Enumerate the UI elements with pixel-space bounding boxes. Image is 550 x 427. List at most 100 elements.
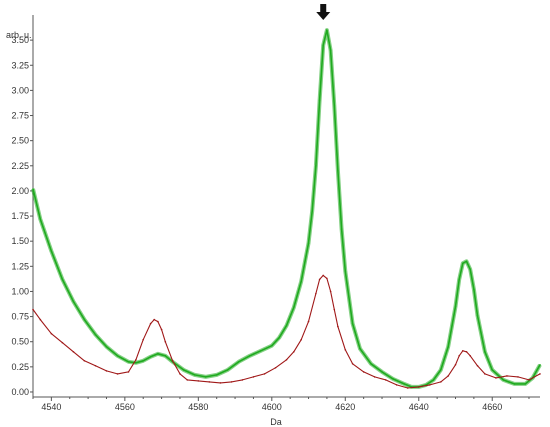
y-tick-label: 2.25 [11,161,29,171]
data-point [230,381,233,383]
data-point [149,322,152,325]
data-point [539,373,541,375]
data-point [351,322,354,325]
data-point [219,382,222,384]
x-tick-label: 4580 [188,402,208,412]
x-tick-label: 4620 [335,402,355,412]
data-point [300,338,303,341]
data-point [484,351,486,353]
data-point [157,353,159,355]
data-point [32,308,34,311]
data-point [164,340,167,343]
data-point [454,364,457,366]
y-axis: 0.00 0.25 0.50 0.75 1.00 1.25 1.50 1.75 2.00 2.25… [11,15,34,397]
x-tick-label: 4540 [41,402,61,412]
data-point [462,350,464,352]
data-point [307,320,310,323]
data-point [32,188,34,190]
data-point [447,375,450,377]
data-point [39,318,42,321]
data-point [116,355,119,357]
data-point [315,292,317,295]
data-point [142,360,144,362]
data-point [204,376,207,378]
data-point [373,376,376,378]
data-point [300,280,303,283]
data-point [208,381,211,383]
series-band [31,28,542,389]
data-point [127,371,130,373]
data-point [476,314,479,317]
data-point [432,379,435,381]
data-point [359,347,361,350]
data-point [322,44,325,46]
data-point [447,345,450,348]
data-point [381,371,383,373]
data-point [160,328,163,331]
data-point [484,373,486,375]
data-point [135,359,137,361]
data-point [318,99,321,102]
data-point [473,288,475,291]
data-point [179,373,181,375]
data-point [142,338,144,341]
data-point [237,361,240,363]
data-point [260,350,262,352]
y-tick-label: 0.50 [11,337,29,347]
data-point [105,345,108,348]
data-point [469,355,472,357]
data-point [157,320,159,323]
data-point [395,384,398,386]
data-point [458,278,461,281]
data-point [94,333,97,336]
data-point [315,165,317,167]
data-point [72,300,75,303]
data-point [384,379,387,381]
data-point [149,356,152,358]
y-tick-label: 2.50 [11,136,29,146]
data-point [105,370,108,372]
y-tick-label: 0.00 [11,387,29,397]
series-line [32,29,541,388]
data-point [215,374,218,376]
data-point [440,381,442,383]
data-point [502,379,505,381]
data-point [333,104,336,107]
data-point [271,344,273,347]
x-axis: 4540 4560 4580 4600 4620 4640 4660 [32,396,540,412]
data-point [495,377,497,379]
data-point [465,351,468,353]
data-point [329,290,332,293]
data-point [337,325,339,328]
data-point [329,49,332,51]
series-layer [31,28,542,389]
data-point [539,364,541,366]
y-tick-label: 1.50 [11,236,29,246]
y-tick-label: 2.00 [11,186,29,196]
data-point [333,308,336,311]
data-point [462,262,464,265]
y-tick-label: 2.75 [11,111,29,121]
data-point [164,355,167,357]
peak-arrow-icon [316,4,331,21]
data-point [528,379,530,381]
annotation-layer [316,4,331,21]
data-point [513,383,516,385]
data-point [392,378,394,380]
data-point [344,349,347,351]
data-point [491,369,494,371]
data-point [94,365,97,367]
data-point [337,170,339,172]
data-point [252,376,255,378]
x-tick-label: 4640 [409,402,429,412]
data-point [307,242,310,244]
data-point [469,268,472,271]
y-tick-label: 3.25 [11,60,29,70]
data-point [454,305,457,308]
data-point [465,260,468,263]
data-point [182,369,185,371]
data-point [362,371,365,373]
data-point [344,270,347,273]
data-point [293,351,295,353]
